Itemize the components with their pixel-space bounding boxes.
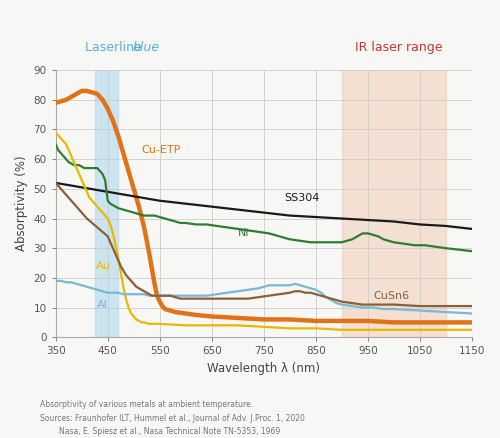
Text: blue: blue: [132, 41, 160, 54]
Bar: [94, 70, 118, 337]
Text: Au: Au: [96, 261, 110, 271]
Text: IR laser range: IR laser range: [356, 41, 443, 54]
Text: CuSn6: CuSn6: [373, 291, 409, 300]
Text: Cu-ETP: Cu-ETP: [142, 145, 181, 155]
Text: Laserline: Laserline: [85, 41, 146, 54]
Text: Al: Al: [98, 300, 108, 310]
X-axis label: Wavelength λ (nm): Wavelength λ (nm): [208, 362, 320, 375]
Text: SS304: SS304: [284, 193, 320, 203]
Bar: [342, 70, 446, 337]
Y-axis label: Absorptivity (%): Absorptivity (%): [15, 156, 28, 251]
Text: Absorptivity of various metals at ambient temperature.
Sources: Fraunhofer ILT, : Absorptivity of various metals at ambien…: [40, 400, 305, 436]
Text: Ni: Ni: [238, 228, 250, 238]
